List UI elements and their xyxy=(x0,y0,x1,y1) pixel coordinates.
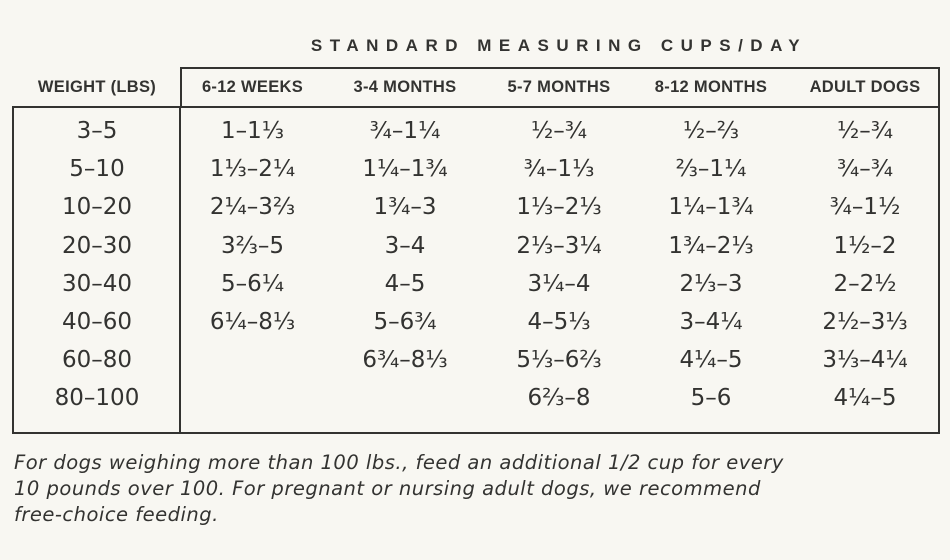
weight-range-cell: 3–5 xyxy=(76,118,118,144)
cups-value-cell: 4–5 xyxy=(384,270,426,297)
cups-value-cell: 1¾–3 xyxy=(373,194,437,221)
cups-value-cell: 2⅓–3 xyxy=(679,270,743,297)
cups-value-cell: 6⅔–8 xyxy=(527,385,591,412)
column-header-adult-dogs: ADULT DOGS xyxy=(809,78,921,96)
cups-header-frame xyxy=(180,67,940,107)
cups-value-cell: 1–1⅓ xyxy=(220,118,285,144)
weight-range-cell: 40–60 xyxy=(61,309,133,335)
cups-value-cell: ½–¾ xyxy=(836,118,894,144)
cups-value-cell: 4–5⅓ xyxy=(527,309,591,335)
cups-value-cell: 3¼–4 xyxy=(527,270,591,297)
cups-value-cell: 1¼–1¾ xyxy=(362,156,448,183)
cups-value-cell: ⅔–1¼ xyxy=(675,156,747,183)
weight-range-cell: 60–80 xyxy=(61,347,133,374)
cups-value-cell: 1⅓–2⅓ xyxy=(516,194,602,221)
weight-range-cell: 20–30 xyxy=(61,232,133,259)
cups-value-cell: ½–¾ xyxy=(530,118,588,144)
table-super-title: STANDARD MEASURING CUPS/DAY xyxy=(310,36,808,55)
weight-range-cell: 30–40 xyxy=(61,270,133,297)
cups-value-cell: 5–6¾ xyxy=(373,309,437,335)
cups-value-cell: 4¼–5 xyxy=(833,385,897,412)
weight-column-divider xyxy=(179,106,181,434)
cups-value-cell: 5–6 xyxy=(690,385,732,412)
cups-value-cell: ½–⅔ xyxy=(682,118,740,144)
column-header-8-12-months: 8-12 MONTHS xyxy=(654,78,768,96)
cups-value-cell: ¾–1½ xyxy=(829,194,901,221)
cups-value-cell: 1¼–1¾ xyxy=(668,194,754,221)
column-header-5-7-months: 5-7 MONTHS xyxy=(507,78,611,96)
column-header-6-12-weeks: 6-12 WEEKS xyxy=(201,78,304,96)
footnote-line: 10 pounds over 100. For pregnant or nurs… xyxy=(14,477,761,500)
weight-range-cell: 5–10 xyxy=(69,156,125,183)
feeding-table-body xyxy=(12,106,940,434)
cups-value-cell: 6¾–8⅓ xyxy=(362,347,448,374)
footnote: For dogs weighing more than 100 lbs., fe… xyxy=(14,450,934,528)
cups-value-cell: 3–4¼ xyxy=(679,309,743,335)
cups-value-cell: 3–4 xyxy=(384,232,426,259)
footnote-line: For dogs weighing more than 100 lbs., fe… xyxy=(14,451,784,474)
cups-value-cell: 3⅓–4¼ xyxy=(822,347,908,374)
weight-range-cell: 10–20 xyxy=(61,194,133,221)
footnote-line: free-choice feeding. xyxy=(14,503,219,526)
cups-value-cell: 1¾–2⅓ xyxy=(668,232,754,259)
weight-range-cell: 80–100 xyxy=(54,385,140,412)
cups-value-cell: 2½–3⅓ xyxy=(822,309,908,335)
cups-value-cell: 2¼–3⅔ xyxy=(209,194,296,221)
cups-value-cell: 2–2½ xyxy=(833,270,897,297)
cups-value-cell: 2⅓–3¼ xyxy=(516,232,602,259)
cups-value-cell: ¾–1⅓ xyxy=(523,156,595,183)
cups-value-cell: 5⅓–6⅔ xyxy=(516,347,602,374)
cups-value-cell: ¾–¾ xyxy=(836,156,894,183)
cups-value-cell: 3⅔–5 xyxy=(220,232,285,259)
cups-value-cell: 5–6¼ xyxy=(220,270,285,297)
cups-value-cell: 6¼–8⅓ xyxy=(209,309,296,335)
cups-value-cell: 1½–2 xyxy=(833,232,897,259)
weight-column-header: WEIGHT (LBS) xyxy=(37,78,157,96)
cups-value-cell: ¾–1¼ xyxy=(369,118,441,144)
column-header-3-4-months: 3-4 MONTHS xyxy=(353,78,457,96)
cups-value-cell: 1⅓–2¼ xyxy=(209,156,296,183)
cups-value-cell: 4¼–5 xyxy=(679,347,743,374)
